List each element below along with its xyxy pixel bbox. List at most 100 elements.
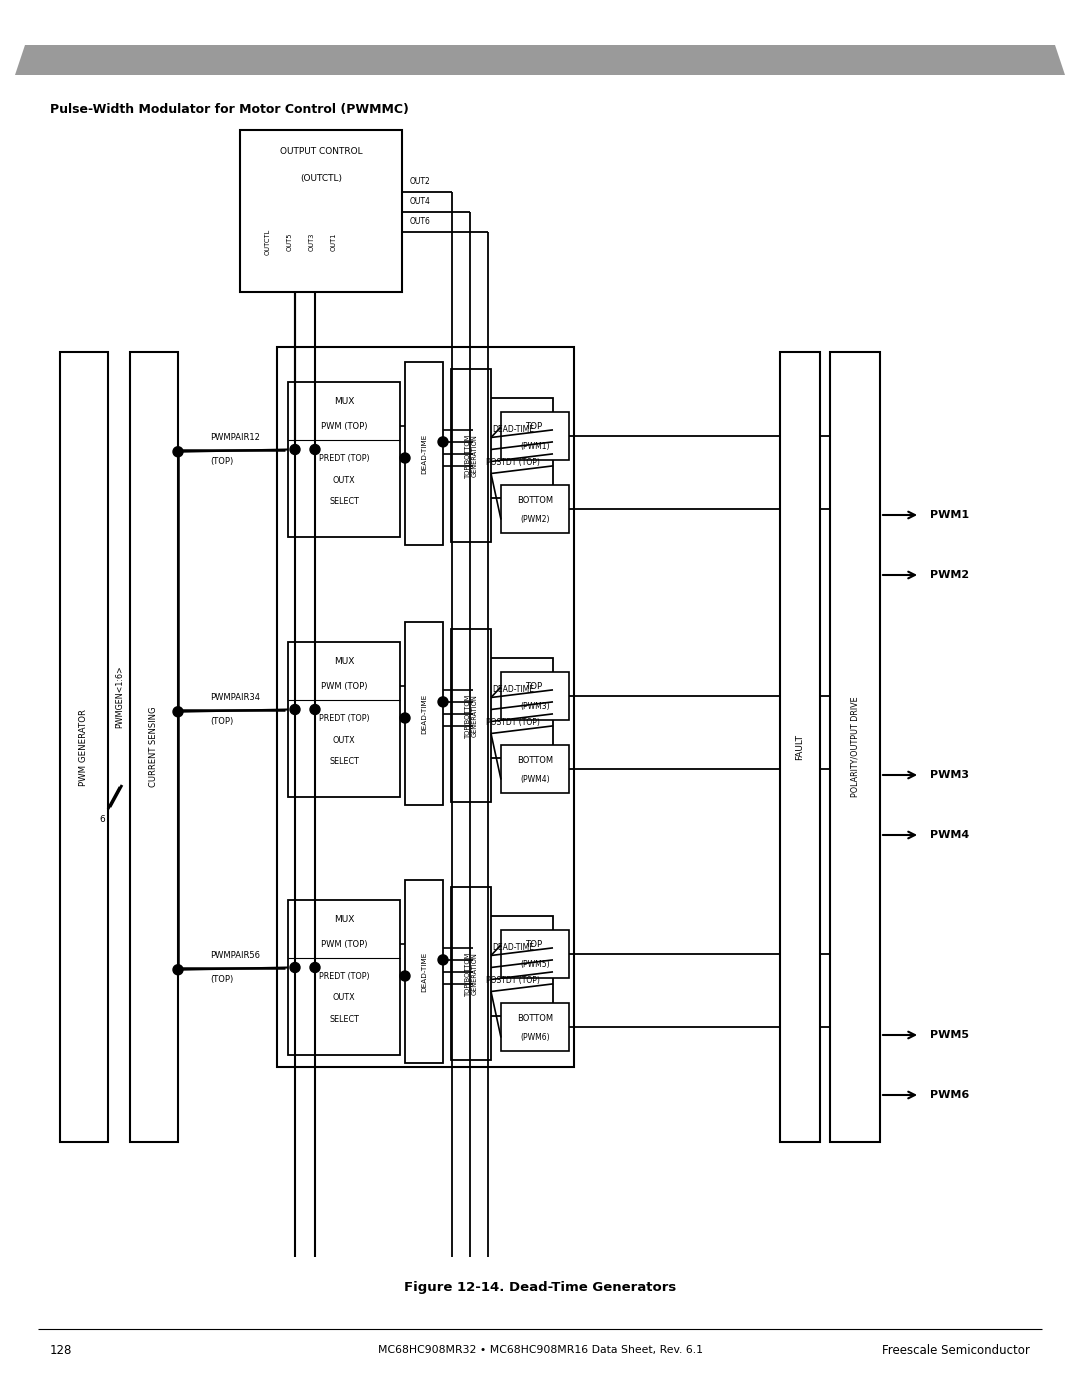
Text: OUT6: OUT6 — [410, 218, 431, 226]
Bar — [240, 130, 402, 292]
Bar — [501, 485, 569, 534]
Bar — [501, 672, 569, 719]
Bar — [276, 346, 573, 1067]
Circle shape — [291, 704, 300, 714]
Circle shape — [173, 965, 183, 975]
Bar — [405, 362, 443, 545]
Text: OUTX: OUTX — [333, 735, 355, 745]
Text: PWMGEN<1:6>: PWMGEN<1:6> — [116, 665, 124, 728]
Bar — [405, 880, 443, 1063]
Text: MC68HC908MR32 • MC68HC908MR16 Data Sheet, Rev. 6.1: MC68HC908MR32 • MC68HC908MR16 Data Sheet… — [378, 1345, 702, 1355]
Text: (PWM5): (PWM5) — [521, 960, 550, 968]
Text: PWM (TOP): PWM (TOP) — [321, 682, 367, 690]
Text: OUTX: OUTX — [333, 475, 355, 485]
Bar — [473, 658, 553, 759]
Circle shape — [438, 437, 448, 447]
Text: DEAD-TIME: DEAD-TIME — [421, 951, 427, 992]
Text: PWMPAIR34: PWMPAIR34 — [210, 693, 260, 703]
Circle shape — [438, 697, 448, 707]
Bar — [60, 352, 108, 1141]
Text: PWM4: PWM4 — [930, 830, 969, 840]
Text: OUT4: OUT4 — [410, 197, 431, 207]
Bar — [501, 412, 569, 460]
Text: PWM (TOP): PWM (TOP) — [321, 422, 367, 430]
Text: (TOP): (TOP) — [210, 457, 233, 467]
Text: CURRENT SENSING: CURRENT SENSING — [149, 707, 159, 788]
Text: TOP: TOP — [526, 940, 543, 950]
Text: DEAD-TIME: DEAD-TIME — [421, 693, 427, 733]
Text: Figure 12-14. Dead-Time Generators: Figure 12-14. Dead-Time Generators — [404, 1281, 676, 1294]
Text: OUT1: OUT1 — [330, 233, 337, 251]
Text: PREDT (TOP): PREDT (TOP) — [319, 714, 369, 722]
Text: OUT2: OUT2 — [410, 177, 431, 187]
Text: POSTDT (TOP): POSTDT (TOP) — [486, 458, 540, 468]
Bar — [288, 381, 400, 536]
Bar — [288, 643, 400, 798]
Circle shape — [310, 704, 320, 714]
Text: (PWM6): (PWM6) — [521, 1032, 550, 1042]
Text: SELECT: SELECT — [329, 1014, 359, 1024]
Text: TOP/BOTTOM
GENERATION: TOP/BOTTOM GENERATION — [464, 433, 477, 478]
Text: BOTTOM: BOTTOM — [517, 756, 553, 766]
Text: MUX: MUX — [334, 657, 354, 665]
Circle shape — [173, 447, 183, 457]
Text: TOP: TOP — [526, 422, 543, 432]
Text: OUTPUT CONTROL: OUTPUT CONTROL — [280, 148, 362, 156]
Text: DEAD-TIME: DEAD-TIME — [492, 943, 534, 953]
Circle shape — [291, 963, 300, 972]
Text: PREDT (TOP): PREDT (TOP) — [319, 454, 369, 462]
Text: Pulse-Width Modulator for Motor Control (PWMMC): Pulse-Width Modulator for Motor Control … — [50, 102, 409, 116]
Text: OUT3: OUT3 — [309, 233, 315, 251]
Circle shape — [173, 707, 183, 717]
Polygon shape — [15, 45, 1065, 75]
Text: (PWM1): (PWM1) — [521, 441, 550, 451]
Circle shape — [310, 963, 320, 972]
Circle shape — [400, 712, 410, 724]
Text: PREDT (TOP): PREDT (TOP) — [319, 971, 369, 981]
Circle shape — [400, 453, 410, 462]
Text: 128: 128 — [50, 1344, 72, 1356]
Text: PWMPAIR56: PWMPAIR56 — [210, 951, 260, 960]
Text: (TOP): (TOP) — [210, 975, 233, 983]
Bar — [405, 622, 443, 805]
Bar — [451, 369, 491, 542]
Text: (PWM3): (PWM3) — [521, 701, 550, 711]
Text: OUTCTL: OUTCTL — [265, 229, 271, 256]
Text: MUX: MUX — [334, 915, 354, 923]
Bar — [501, 745, 569, 793]
Bar — [831, 352, 880, 1141]
Bar — [451, 629, 491, 802]
Text: PWM3: PWM3 — [930, 770, 969, 780]
Bar — [473, 398, 553, 499]
Text: OUTX: OUTX — [333, 993, 355, 1003]
Text: TOP: TOP — [526, 682, 543, 692]
Bar — [130, 352, 178, 1141]
Text: DEAD-TIME: DEAD-TIME — [421, 433, 427, 474]
Text: DEAD-TIME: DEAD-TIME — [492, 425, 534, 434]
Text: BOTTOM: BOTTOM — [517, 496, 553, 504]
Circle shape — [291, 444, 300, 454]
Text: PWM1: PWM1 — [930, 510, 969, 520]
Circle shape — [438, 956, 448, 965]
Circle shape — [400, 971, 410, 981]
Text: 6: 6 — [99, 814, 105, 823]
Text: POLARITY/OUTPUT DRIVE: POLARITY/OUTPUT DRIVE — [851, 697, 860, 798]
Text: Freescale Semiconductor: Freescale Semiconductor — [882, 1344, 1030, 1356]
Text: POSTDT (TOP): POSTDT (TOP) — [486, 977, 540, 985]
Text: MUX: MUX — [334, 397, 354, 405]
Text: PWM2: PWM2 — [930, 570, 969, 580]
Text: SELECT: SELECT — [329, 496, 359, 506]
Bar — [780, 352, 820, 1141]
Bar — [473, 915, 553, 1016]
Text: PWM5: PWM5 — [930, 1030, 969, 1039]
Text: POSTDT (TOP): POSTDT (TOP) — [486, 718, 540, 728]
Text: BOTTOM: BOTTOM — [517, 1014, 553, 1023]
Text: SELECT: SELECT — [329, 757, 359, 766]
Circle shape — [310, 444, 320, 454]
Text: PWM6: PWM6 — [930, 1090, 969, 1099]
Text: DEAD-TIME: DEAD-TIME — [492, 686, 534, 694]
Bar — [501, 1003, 569, 1051]
Bar — [501, 929, 569, 978]
Text: TOP/BOTTOM
GENERATION: TOP/BOTTOM GENERATION — [464, 693, 477, 738]
Text: TOP/BOTTOM
GENERATION: TOP/BOTTOM GENERATION — [464, 951, 477, 996]
